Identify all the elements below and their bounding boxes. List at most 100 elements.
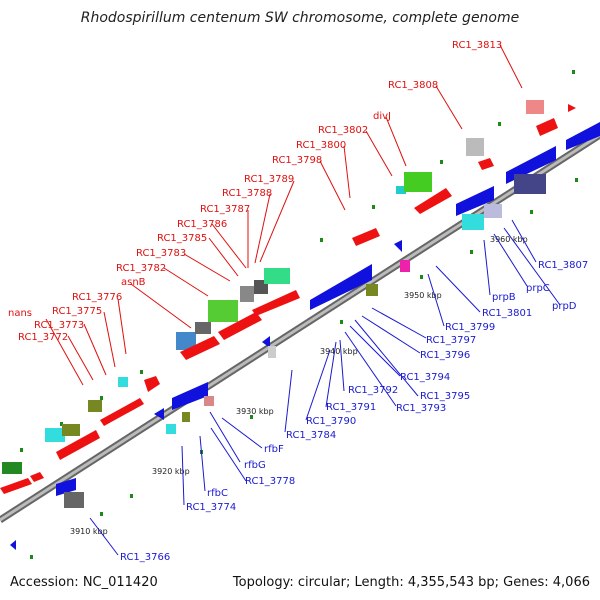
gene-arrow [10,540,16,550]
gene-arrow [154,408,164,420]
tick-label: 3920 kbp [152,467,190,476]
gene-label[interactable]: RC1_3785 [157,233,207,244]
gene-block [462,214,484,230]
gene-label[interactable]: rfbF [264,444,284,455]
gene-label[interactable]: asnB [121,277,146,288]
gene-label[interactable]: RC1_3787 [200,204,250,215]
accession-text: Accession: NC_011420 [10,575,158,590]
gene-label[interactable]: prpD [552,301,577,312]
gene-label[interactable]: RC1_3795 [420,391,470,402]
scale-ticks: 3910 kbp 3920 kbp 3930 kbp 3940 kbp 3950… [70,235,528,536]
gene-label[interactable]: prpC [526,283,550,294]
gene-label[interactable]: RC1_3797 [426,335,476,346]
gene-label[interactable]: RC1_3788 [222,188,272,199]
gene-label[interactable]: RC1_3790 [306,416,356,427]
topology-text: Topology: circular; Length: 4,355,543 bp… [232,575,590,590]
gene-label[interactable]: RC1_3782 [116,263,166,274]
gene-arrow [172,382,208,410]
gene-arrow [394,240,402,252]
gene-arrow [456,186,494,216]
gene-block [240,286,254,302]
gene-label[interactable]: RC1_3802 [318,125,368,136]
tick-label: 3910 kbp [70,527,108,536]
forward-genes [0,100,576,494]
gene-block [526,100,544,114]
gene-arrow [100,398,144,426]
gene-label[interactable]: RC1_3772 [18,332,68,343]
gene-label[interactable]: RC1_3801 [482,308,532,319]
gene-block [404,172,432,192]
gene-label[interactable]: RC1_3813 [452,40,502,51]
gene-block [366,284,378,296]
gene-arrow [310,264,372,310]
gene-label[interactable]: divJ [373,111,391,122]
gene-label[interactable]: RC1_3799 [445,322,495,333]
gene-block [2,462,22,474]
gene-label[interactable]: RC1_3794 [400,372,450,383]
gene-arrow [478,158,494,170]
gene-arrow [536,118,558,136]
gene-arrow [56,430,100,460]
gene-block [195,322,211,334]
tick-label: 3940 kbp [320,347,358,356]
gene-label[interactable]: prpB [492,292,516,303]
gene-label[interactable]: RC1_3789 [244,174,294,185]
gene-label[interactable]: RC1_3786 [177,219,227,230]
chromosome-backbone [0,132,600,523]
tick-label: 3950 kbp [404,291,442,300]
gene-block [268,346,276,358]
gene-block [400,260,410,272]
gene-block [62,424,80,436]
gene-arrow [218,312,262,340]
gene-block [204,396,214,406]
gene-block [208,300,238,322]
leader-lines-top [45,44,523,386]
leader-lines-bottom [89,219,561,556]
gene-label[interactable]: rfbC [207,488,228,499]
gene-label[interactable]: RC1_3774 [186,502,236,513]
gene-arrow [30,472,44,482]
gene-label[interactable]: RC1_3796 [420,350,470,361]
gene-arrow [568,104,576,112]
gene-label[interactable]: rfbG [244,460,266,471]
gene-arrow [566,122,600,150]
gene-block [484,204,502,218]
gene-label[interactable]: RC1_3800 [296,140,346,151]
gene-arrow [0,478,32,494]
gene-block [182,412,190,422]
gene-block [45,428,65,442]
gene-block [396,186,406,194]
reverse-genes [10,122,600,550]
gene-block [514,174,546,194]
gene-label[interactable]: RC1_3793 [396,403,446,414]
gene-label[interactable]: RC1_3784 [286,430,336,441]
gene-arrow [352,228,380,246]
gene-block [176,332,196,350]
gene-label[interactable]: RC1_3773 [34,320,84,331]
gene-label[interactable]: RC1_3798 [272,155,322,166]
gene-labels-top: nans RC1_3772 RC1_3773 RC1_3775 RC1_3776… [8,40,502,343]
gene-labels-bottom: RC1_3766 RC1_3774 rfbC RC1_3778 rfbG rfb… [120,260,588,563]
gene-block [118,377,128,387]
tick-label: 3930 kbp [236,407,274,416]
gene-label[interactable]: RC1_3778 [245,476,295,487]
gene-label[interactable]: RC1_3783 [136,248,186,259]
gene-label[interactable]: RC1_3808 [388,80,438,91]
gene-block [88,400,102,412]
tick-label: 3960 kbp [490,235,528,244]
gene-arrow [262,336,270,348]
gene-label[interactable]: RC1_3792 [348,385,398,396]
gene-block [166,424,176,434]
gene-label[interactable]: RC1_3776 [72,292,122,303]
gene-block [264,268,290,284]
gene-label[interactable]: RC1_3807 [538,260,588,271]
gene-label[interactable]: RC1_3766 [120,552,170,563]
gene-arrow [144,376,160,392]
gene-arrow [56,478,76,496]
gene-label[interactable]: RC1_3775 [52,306,102,317]
gene-arrow [252,290,300,316]
gene-arrow [180,336,220,360]
gene-label[interactable]: nans [8,308,32,319]
gene-label[interactable]: RC1_3791 [326,402,376,413]
